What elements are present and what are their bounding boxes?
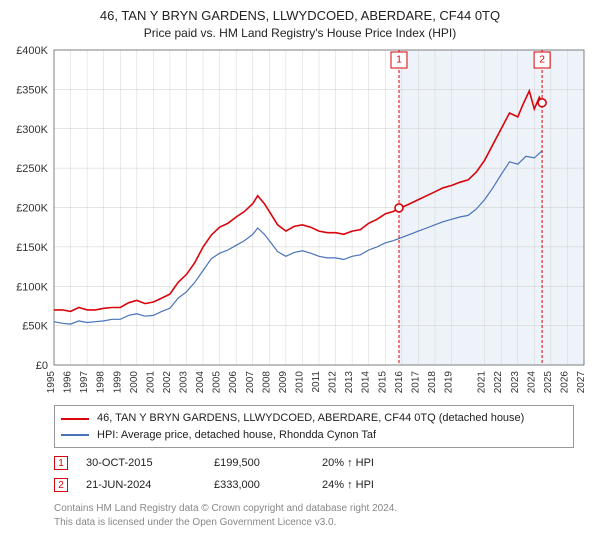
- sale-marker-box: 2: [54, 478, 68, 492]
- legend: 46, TAN Y BRYN GARDENS, LLWYDCOED, ABERD…: [54, 405, 574, 448]
- x-tick-label: 2007: [245, 371, 256, 394]
- legend-label: 46, TAN Y BRYN GARDENS, LLWYDCOED, ABERD…: [97, 410, 524, 427]
- x-tick-label: 2014: [361, 371, 372, 394]
- sale-price: £199,500: [214, 457, 304, 469]
- x-tick-label: 2023: [510, 371, 521, 394]
- x-tick-label: 1997: [79, 371, 90, 394]
- x-tick-label: 2012: [328, 371, 339, 394]
- legend-swatch: [61, 434, 89, 436]
- x-tick-label: 2002: [162, 371, 173, 394]
- legend-label: HPI: Average price, detached house, Rhon…: [97, 427, 376, 444]
- x-tick-label: 2013: [344, 371, 355, 394]
- y-tick-label: £150K: [16, 242, 48, 254]
- x-tick-label: 2026: [559, 371, 570, 394]
- y-tick-label: £250K: [16, 163, 48, 175]
- x-tick-label: 2017: [410, 371, 421, 394]
- chart-svg: £0 £50K £100K £150K £200K £250K £300K £350K £400…: [10, 46, 590, 399]
- y-tick-label: £200K: [16, 203, 48, 215]
- x-tick-label: 1998: [96, 371, 107, 394]
- sale-marker-box: 1: [54, 456, 68, 470]
- chart-title: 46, TAN Y BRYN GARDENS, LLWYDCOED, ABERD…: [10, 8, 590, 24]
- sales-table: 1 30-OCT-2015 £199,500 20% ↑ HPI 2 21-JUN-202…: [54, 452, 574, 496]
- chart-subtitle: Price paid vs. HM Land Registry's House …: [10, 26, 590, 40]
- x-tick-label: 2004: [195, 371, 206, 394]
- y-tick-label: £350K: [16, 85, 48, 97]
- x-tick-label: 2016: [394, 371, 405, 394]
- x-tick-label: 2018: [427, 371, 438, 394]
- marker-point: [538, 99, 546, 107]
- chart-area: £0 £50K £100K £150K £200K £250K £300K £350K £400…: [10, 46, 590, 399]
- footnote: Contains HM Land Registry data © Crown c…: [54, 502, 574, 529]
- x-tick-label: 1999: [112, 371, 123, 394]
- x-tick-label: 2009: [278, 371, 289, 394]
- marker-number: 1: [396, 55, 402, 66]
- x-tick-label: 2022: [493, 371, 504, 394]
- x-tick-label: 2001: [145, 371, 156, 394]
- x-tick-label: 2000: [129, 371, 140, 394]
- sale-row: 1 30-OCT-2015 £199,500 20% ↑ HPI: [54, 452, 574, 474]
- y-tick-label: £300K: [16, 124, 48, 136]
- x-tick-label: 1996: [63, 371, 74, 394]
- y-tick-label: £400K: [16, 46, 48, 57]
- x-tick-label: 2005: [212, 371, 223, 394]
- marker-number: 2: [539, 55, 545, 66]
- x-tick-label: 2008: [261, 371, 272, 394]
- x-tick-label: 2006: [228, 371, 239, 394]
- sale-price: £333,000: [214, 479, 304, 491]
- y-tick-label: £50K: [22, 321, 48, 333]
- y-tick-label: £100K: [16, 282, 48, 294]
- sale-date: 21-JUN-2024: [86, 479, 196, 491]
- x-tick-label: 2019: [444, 371, 455, 394]
- x-tick-label: 2021: [477, 371, 488, 394]
- x-tick-label: 2003: [179, 371, 190, 394]
- x-tick-label: 1995: [46, 371, 57, 394]
- footnote-line1: Contains HM Land Registry data © Crown c…: [54, 503, 397, 514]
- sale-date: 30-OCT-2015: [86, 457, 196, 469]
- legend-row: 46, TAN Y BRYN GARDENS, LLWYDCOED, ABERD…: [61, 410, 567, 427]
- x-tick-label: 2010: [294, 371, 305, 394]
- x-tick-label: 2027: [576, 371, 587, 394]
- sale-delta: 24% ↑ HPI: [322, 479, 412, 491]
- x-tick-label: 2015: [377, 371, 388, 394]
- y-tick-label: £0: [36, 360, 48, 372]
- legend-swatch: [61, 418, 89, 420]
- x-tick-label: 2025: [543, 371, 554, 394]
- marker-point: [395, 204, 403, 212]
- sale-row: 2 21-JUN-2024 £333,000 24% ↑ HPI: [54, 474, 574, 496]
- sale-delta: 20% ↑ HPI: [322, 457, 412, 469]
- footnote-line2: This data is licensed under the Open Gov…: [54, 517, 336, 528]
- x-tick-label: 2024: [526, 371, 537, 394]
- legend-row: HPI: Average price, detached house, Rhon…: [61, 427, 567, 444]
- x-tick-label: 2011: [311, 371, 322, 393]
